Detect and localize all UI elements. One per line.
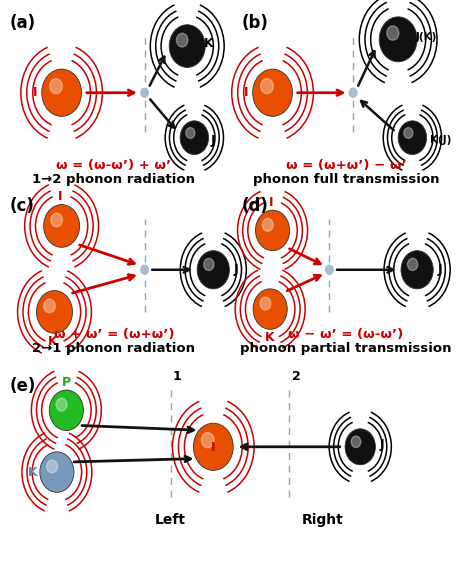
Circle shape (197, 251, 229, 289)
Text: ω = (ω-ω’) + ω’: ω = (ω-ω’) + ω’ (56, 159, 171, 173)
Circle shape (253, 69, 292, 116)
Text: ω + ω’ = (ω+ω’): ω + ω’ = (ω+ω’) (54, 328, 174, 341)
Text: P: P (62, 375, 71, 389)
Circle shape (193, 423, 233, 470)
Circle shape (326, 265, 333, 274)
Circle shape (44, 299, 55, 313)
Circle shape (180, 121, 209, 155)
Circle shape (379, 17, 417, 62)
Text: J: J (211, 134, 216, 147)
Text: K(J): K(J) (430, 135, 452, 145)
Text: J(K): J(K) (416, 32, 438, 42)
Circle shape (345, 429, 375, 465)
Circle shape (42, 69, 82, 116)
Circle shape (49, 390, 83, 430)
Text: 2→1 phonon radiation: 2→1 phonon radiation (32, 342, 195, 355)
Circle shape (201, 433, 214, 448)
Text: (d): (d) (242, 197, 269, 215)
Circle shape (260, 297, 271, 310)
Circle shape (169, 25, 205, 67)
Circle shape (186, 128, 195, 138)
Text: 1: 1 (173, 370, 182, 383)
Text: (e): (e) (9, 377, 36, 395)
Circle shape (255, 210, 290, 251)
Text: J: J (379, 438, 384, 451)
Circle shape (253, 289, 287, 329)
Circle shape (56, 398, 67, 411)
Text: I: I (244, 86, 249, 99)
Circle shape (351, 436, 361, 447)
Text: I: I (58, 190, 63, 203)
Text: phonon partial transmission: phonon partial transmission (240, 342, 452, 355)
Text: (c): (c) (9, 197, 34, 215)
Circle shape (141, 88, 148, 97)
Text: I: I (269, 196, 274, 209)
Text: ω − ω’ = (ω-ω’): ω − ω’ = (ω-ω’) (288, 328, 404, 341)
Circle shape (50, 79, 63, 94)
Text: K: K (264, 330, 274, 344)
Text: (b): (b) (242, 14, 269, 32)
Text: J: J (438, 263, 442, 277)
Text: 1→2 phonon radiation: 1→2 phonon radiation (32, 173, 195, 187)
Circle shape (40, 452, 74, 492)
Circle shape (398, 121, 427, 155)
Circle shape (261, 79, 273, 94)
Circle shape (404, 128, 413, 138)
Text: I: I (211, 441, 216, 455)
Text: K: K (48, 334, 58, 348)
Circle shape (141, 265, 148, 274)
Circle shape (176, 33, 188, 47)
Circle shape (44, 205, 80, 247)
Circle shape (51, 213, 63, 227)
Circle shape (401, 251, 433, 289)
Text: ω = (ω+ω’) − ω’: ω = (ω+ω’) − ω’ (286, 159, 406, 173)
Circle shape (387, 26, 399, 40)
Circle shape (36, 291, 73, 333)
Circle shape (349, 88, 357, 97)
Circle shape (408, 259, 418, 270)
Circle shape (204, 259, 214, 270)
Text: (a): (a) (9, 14, 36, 32)
Text: K: K (204, 37, 213, 50)
Text: Right: Right (301, 513, 343, 527)
Circle shape (46, 460, 57, 473)
Text: phonon full transmission: phonon full transmission (253, 173, 439, 187)
Text: J: J (234, 263, 238, 277)
Text: Left: Left (155, 513, 186, 527)
Text: I: I (33, 86, 38, 99)
Text: K: K (27, 465, 37, 479)
Text: 2: 2 (292, 370, 300, 383)
Circle shape (262, 218, 273, 231)
